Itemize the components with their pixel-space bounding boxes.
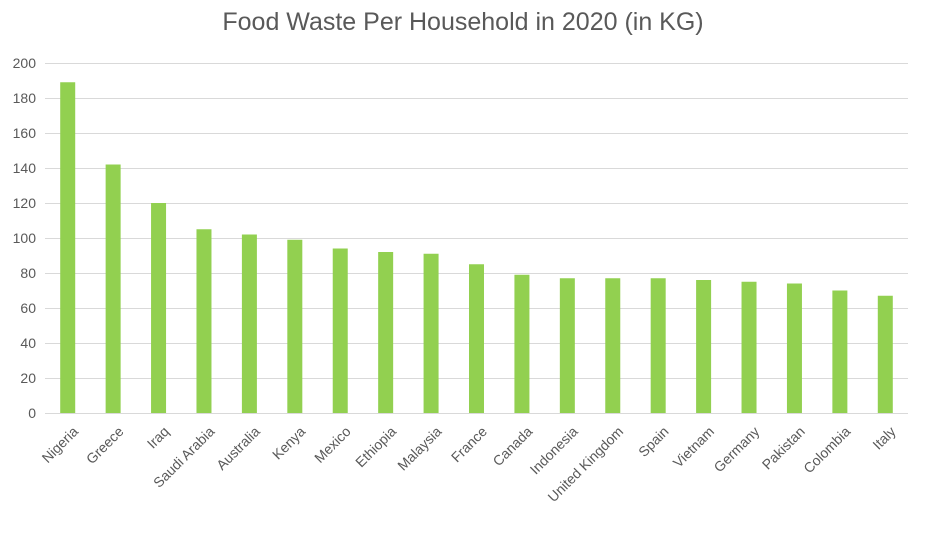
x-tick-label: Mexico <box>311 423 354 466</box>
bar-iraq <box>151 203 167 413</box>
bar-nigeria <box>60 82 76 413</box>
bar-indonesia <box>559 278 575 413</box>
y-tick-label: 0 <box>28 405 36 421</box>
bar-kenya <box>287 239 303 413</box>
bar-spain <box>650 278 666 413</box>
chart-title: Food Waste Per Household in 2020 (in KG) <box>222 8 704 36</box>
x-tick-label: Ethiopia <box>352 423 399 470</box>
x-tick-label: Greece <box>83 423 127 467</box>
bar-france <box>469 264 484 413</box>
y-axis-ticks: 0 20 40 60 80 100 120 140 160 180 200 <box>13 55 37 421</box>
y-tick-label: 100 <box>13 230 37 246</box>
y-tick-label: 60 <box>20 300 36 316</box>
bars <box>60 82 893 413</box>
y-tick-label: 80 <box>20 265 36 281</box>
bar-united-kingdom <box>605 278 621 413</box>
bar-vietnam <box>696 280 712 413</box>
x-tick-label: Iraq <box>144 423 172 451</box>
y-tick-label: 180 <box>13 90 37 106</box>
y-tick-label: 20 <box>20 370 36 386</box>
bar-canada <box>514 274 530 413</box>
x-tick-label: Canada <box>489 423 535 469</box>
bar-greece <box>105 164 121 413</box>
x-tick-label: Germany <box>710 423 762 475</box>
x-tick-label: Nigeria <box>39 423 82 466</box>
y-tick-label: 160 <box>13 125 37 141</box>
bar-germany <box>741 281 757 413</box>
bar-colombia <box>832 290 848 413</box>
bar-saudi-arabia <box>196 229 212 413</box>
x-tick-label: Colombia <box>800 423 853 476</box>
x-tick-label: Kenya <box>269 423 309 463</box>
bar-ethiopia <box>378 252 394 413</box>
bar-mexico <box>332 248 348 413</box>
bar-italy <box>877 295 893 413</box>
bar-pakistan <box>786 283 802 413</box>
bar-australia <box>241 234 257 413</box>
x-tick-label: Malaysia <box>394 423 445 474</box>
y-tick-label: 40 <box>20 335 36 351</box>
x-tick-label: Australia <box>213 423 263 473</box>
y-tick-label: 200 <box>13 55 37 71</box>
y-tick-label: 120 <box>13 195 37 211</box>
x-tick-label: Italy <box>869 423 898 452</box>
y-tick-label: 140 <box>13 160 37 176</box>
bar-malaysia <box>423 253 439 413</box>
x-tick-label: France <box>448 423 490 465</box>
x-tick-label: Spain <box>635 423 672 460</box>
